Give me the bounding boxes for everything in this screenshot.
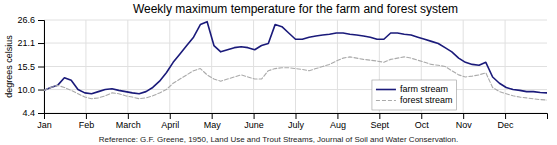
y-axis: 4.4 10.0 15.5 21.1 26.6 xyxy=(17,15,44,118)
x-tick-label: Aug xyxy=(330,120,346,130)
x-tick-mark xyxy=(212,113,213,119)
legend-label: farm stream xyxy=(400,84,448,94)
lines xyxy=(44,22,547,100)
grid-line-y xyxy=(44,20,547,21)
y-tick-label: 15.5 xyxy=(17,62,35,72)
x-tick: March xyxy=(116,113,141,130)
x-tick-label: Nov xyxy=(456,120,473,130)
x-tick-mark xyxy=(254,113,255,119)
y-tick-mark xyxy=(38,20,44,21)
x-tick-mark xyxy=(379,113,380,119)
x-tick: May xyxy=(204,113,222,130)
x-tick: Dec xyxy=(498,113,515,130)
x-tick: Aug xyxy=(330,113,346,130)
y-tick-label: 4.4 xyxy=(22,108,35,118)
legend-item: farm stream xyxy=(376,84,448,94)
y-tick: 4.4 xyxy=(22,108,44,118)
legend: farm streamforest stream xyxy=(372,80,457,110)
y-tick: 26.6 xyxy=(17,15,44,25)
annotation: Reference: G.F. Greene, 1950, Land Use a… xyxy=(99,135,458,144)
legend-label: forest stream xyxy=(400,95,453,105)
x-tick-mark xyxy=(86,113,87,119)
x-tick-label: June xyxy=(244,120,264,130)
y-tick-mark xyxy=(38,90,44,91)
x-axis: Jan Feb March April May June July Aug Sept Oct Nov… xyxy=(37,113,547,130)
y-tick: 10.0 xyxy=(17,85,44,95)
x-tick-label: July xyxy=(288,120,305,130)
x-tick-label: Oct xyxy=(415,120,430,130)
x-tick-mark xyxy=(128,113,129,119)
chart: Jan Feb March April May June July Aug Sept Oct Nov… xyxy=(0,0,557,145)
y-tick: 15.5 xyxy=(17,62,44,72)
x-tick-label: Dec xyxy=(498,120,515,130)
y-tick-label: 10.0 xyxy=(17,85,35,95)
x-tick-mark xyxy=(337,113,338,119)
x-tick-label: Feb xyxy=(79,120,95,130)
x-tick-label: April xyxy=(161,120,179,130)
series-line xyxy=(44,22,547,94)
x-tick-label: March xyxy=(116,120,141,130)
legend-swatch xyxy=(376,89,396,91)
y-tick-mark xyxy=(38,113,44,114)
legend-item: forest stream xyxy=(376,95,453,105)
legend-swatch xyxy=(376,100,396,101)
x-tick: June xyxy=(244,113,264,130)
y-tick: 21.1 xyxy=(17,38,44,48)
grid-line-y xyxy=(44,66,547,67)
x-tick: Feb xyxy=(79,113,95,130)
y-tick-label: 26.6 xyxy=(17,15,35,25)
axis-line xyxy=(38,21,45,114)
x-tick: Sept xyxy=(371,113,390,130)
x-tick: Nov xyxy=(456,113,473,130)
series-line xyxy=(44,57,547,100)
y-tick-label: 21.1 xyxy=(17,38,35,48)
x-tick-mark xyxy=(505,113,506,119)
grid xyxy=(44,20,547,113)
x-tick: Oct xyxy=(415,113,430,130)
y-axis-title: degrees celsius xyxy=(4,35,14,98)
y-tick-mark xyxy=(38,43,44,44)
x-tick-mark xyxy=(296,113,297,119)
axis-line xyxy=(45,114,548,120)
x-tick-label: May xyxy=(204,120,222,130)
x-tick-label: Jan xyxy=(37,120,52,130)
x-tick-mark xyxy=(463,113,464,119)
x-tick-label: Sept xyxy=(371,120,390,130)
x-tick: April xyxy=(161,113,179,130)
x-tick: Jan xyxy=(37,113,52,130)
x-tick: July xyxy=(288,113,305,130)
x-tick-mark xyxy=(421,113,422,119)
legend-box xyxy=(372,80,457,110)
x-tick-mark xyxy=(170,113,171,119)
y-tick-mark xyxy=(38,67,44,68)
grid-line-y xyxy=(44,43,547,44)
title: Weekly maximum temperature for the farm … xyxy=(133,2,458,16)
plot: Jan Feb March April May June July Aug Sept Oct Nov… xyxy=(17,15,547,130)
